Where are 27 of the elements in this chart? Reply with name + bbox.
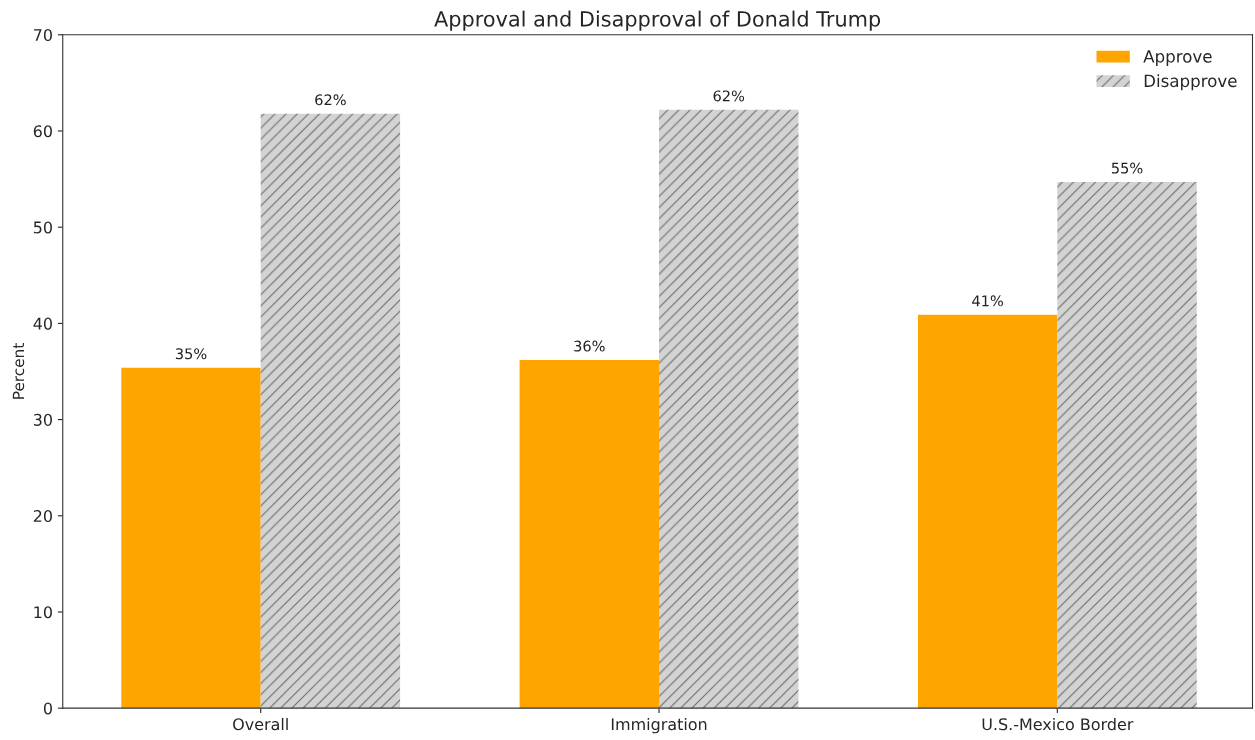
data-label: 41% (972, 295, 1004, 307)
y-tick-label: 20 (33, 509, 52, 523)
legend-label: Disapprove (1144, 74, 1237, 91)
chart-title: Approval and Disapproval of Donald Trump (434, 10, 881, 31)
bar (917, 314, 1058, 709)
y-tick-label: 60 (33, 125, 52, 138)
x-tick-label: Overall (233, 717, 288, 731)
x-tick-label: Immigration (611, 717, 707, 734)
bar (659, 109, 799, 709)
y-tick-label: 10 (34, 606, 52, 619)
data-label: 62% (315, 94, 346, 106)
y-tick-label: 0 (43, 702, 52, 715)
y-tick-label: 70 (34, 28, 52, 42)
bar (260, 113, 401, 709)
y-axis-title: Percent (12, 343, 25, 399)
bar (121, 367, 261, 709)
y-tick-label: 30 (33, 413, 52, 426)
y-tick-label: 40 (33, 317, 52, 330)
data-label: 55% (1111, 162, 1143, 174)
data-label: 35% (175, 348, 207, 360)
y-tick-label: 50 (33, 221, 52, 234)
x-tick-label: U.S.-Mexico Border (982, 717, 1134, 731)
bar (1057, 181, 1197, 709)
data-label: 62% (713, 90, 745, 102)
data-label: 36% (574, 340, 605, 352)
legend-label: Approve (1143, 50, 1212, 66)
bar (519, 359, 660, 709)
